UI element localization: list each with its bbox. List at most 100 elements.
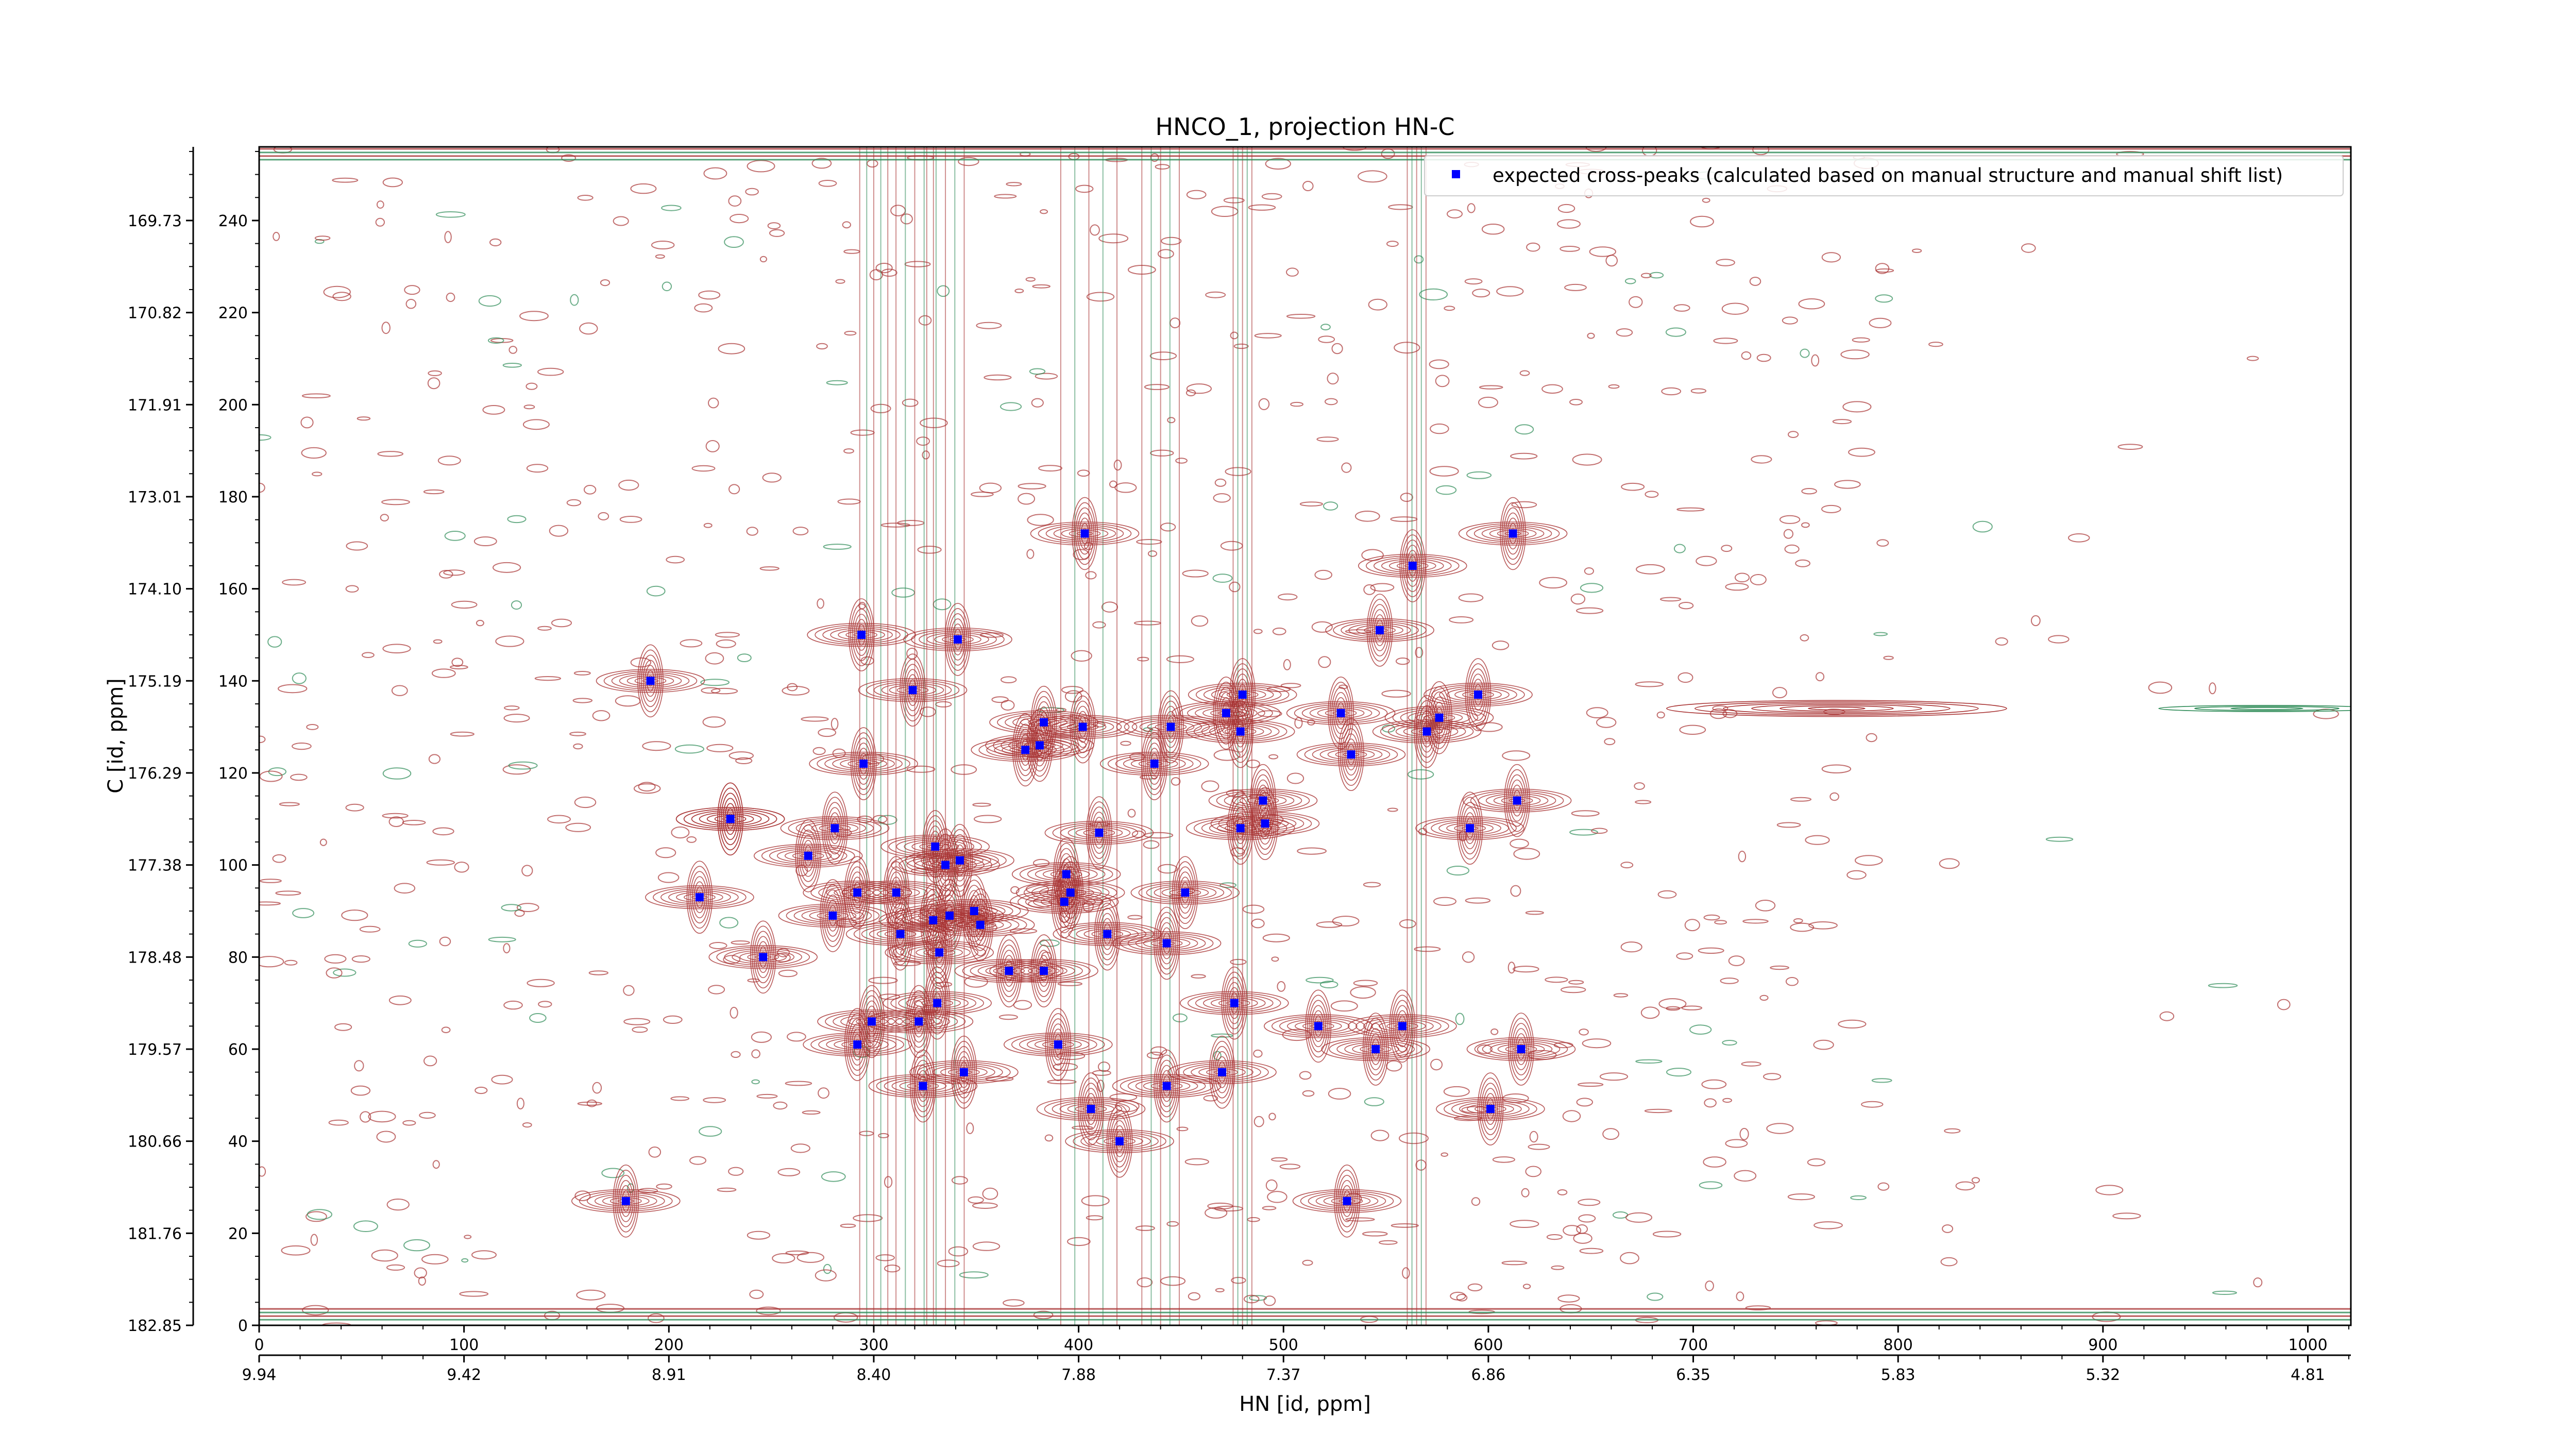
peak-contour: [1296, 742, 1406, 767]
peak-contour: [915, 1065, 931, 1107]
noise-contour: [1191, 974, 1206, 979]
peak-contour: [1127, 1077, 1206, 1095]
noise-contour: [837, 498, 861, 505]
peak-contour: [1513, 1028, 1529, 1070]
peak-contour: [1004, 1032, 1113, 1057]
noise-contour: [1576, 607, 1604, 614]
noise-contour: [1184, 1158, 1209, 1166]
y-tick-label: 140: [218, 672, 248, 690]
peak-contour: [1060, 824, 1139, 841]
noise-contour: [259, 735, 266, 743]
peak-contour: [1183, 1063, 1261, 1081]
peak-contour: [1086, 796, 1112, 869]
peak-contour: [1348, 1014, 1457, 1038]
x-ppm-tick-label: 4.81: [2291, 1366, 2325, 1384]
peak-contour: [1179, 877, 1191, 908]
cross-peak-point: [1036, 741, 1044, 750]
noise-contour: [1801, 488, 1817, 495]
peak-contour: [1088, 801, 1111, 864]
peak-contour: [1508, 1013, 1534, 1086]
peak-contour: [1026, 709, 1053, 782]
noise-contour: [1808, 921, 1838, 930]
y-axis-index: 0 20 40 60 80 100 120 140 160 180 200 220 240: [218, 150, 259, 1335]
peak-contour: [1099, 913, 1115, 955]
noise-contour: [1471, 1197, 1481, 1206]
noise-contour: [547, 815, 571, 824]
noise-contour: [284, 959, 298, 966]
cross-peak-point: [1005, 967, 1013, 975]
noise-contour: [1035, 373, 1058, 380]
noise-contour: [971, 492, 994, 497]
peak-contour: [1423, 818, 1517, 839]
noise-contour: [576, 1289, 606, 1301]
noise-contour: [267, 636, 282, 648]
noise-contour: [1458, 593, 1484, 602]
peak-contour: [699, 812, 762, 826]
peak-contour: [1512, 1023, 1531, 1075]
noise-contour: [1364, 1097, 1384, 1106]
noise-contour: [488, 936, 516, 942]
cross-peak-point: [933, 999, 942, 1007]
peak-contour: [1155, 1054, 1178, 1118]
y-ppm-tick-label: 176.29: [128, 765, 182, 783]
noise-contour: [1722, 1098, 1733, 1103]
cross-peak-point: [695, 893, 704, 902]
peak-contour: [1195, 684, 1290, 705]
noise-contour: [1435, 375, 1450, 387]
noise-contour: [588, 970, 609, 975]
peak-contour: [1368, 1028, 1383, 1070]
peak-contour: [1163, 705, 1179, 748]
noise-contour: [1157, 249, 1174, 259]
peak-contour: [799, 830, 818, 882]
peak-contour: [889, 684, 937, 696]
noise-contour: [600, 279, 611, 287]
y-ppm-tick-label: 174.10: [128, 581, 182, 599]
peak-contour: [755, 936, 771, 979]
noise-contour: [709, 942, 727, 949]
noise-contour: [1749, 277, 1761, 286]
x-ppm-tick-label: 6.35: [1676, 1366, 1710, 1384]
noise-contour: [1699, 1181, 1723, 1189]
cross-peak-point: [1162, 939, 1171, 948]
noise-contour: [1912, 248, 1922, 254]
cross-peak-point: [1054, 1040, 1062, 1049]
noise-contour: [1587, 332, 1595, 339]
cross-peak-point: [929, 916, 938, 924]
noise-contour: [1258, 398, 1270, 410]
peak-contour: [1146, 743, 1162, 785]
noise-contour: [1734, 572, 1750, 583]
peak-contour: [1497, 1043, 1545, 1055]
noise-contour: [450, 665, 468, 669]
cross-peak-point: [1398, 1022, 1406, 1031]
peak-contour: [1198, 1067, 1246, 1078]
x-tick-label: 200: [654, 1336, 684, 1354]
noise-contour: [504, 705, 520, 711]
peak-contour: [1073, 1131, 1166, 1152]
noise-contour: [1741, 351, 1752, 360]
noise-contour: [618, 479, 639, 491]
noise-contour: [1690, 215, 1714, 228]
noise-contour: [1579, 1248, 1604, 1254]
peak-contour: [1234, 715, 1246, 748]
noise-contour: [655, 847, 676, 858]
peak-contour: [844, 856, 871, 929]
noise-contour: [1572, 453, 1602, 466]
noise-contour: [376, 1131, 396, 1143]
peak-contour: [840, 758, 887, 769]
noise-contour: [381, 322, 391, 334]
noise-contour: [1297, 847, 1327, 855]
peak-contour: [887, 866, 906, 919]
peak-contour: [884, 1077, 962, 1095]
peak-contour: [1101, 918, 1113, 950]
peak-contour: [796, 824, 820, 887]
peak-contour: [1203, 686, 1282, 703]
noise-contour: [341, 909, 368, 921]
peak-contour: [1048, 1018, 1068, 1071]
cross-peak-point: [646, 677, 655, 685]
noise-contour: [1621, 482, 1645, 491]
peak-contour: [1138, 882, 1232, 903]
peak-contour: [769, 847, 848, 865]
noise-contour: [1370, 583, 1395, 592]
peak-contour: [1370, 604, 1389, 656]
